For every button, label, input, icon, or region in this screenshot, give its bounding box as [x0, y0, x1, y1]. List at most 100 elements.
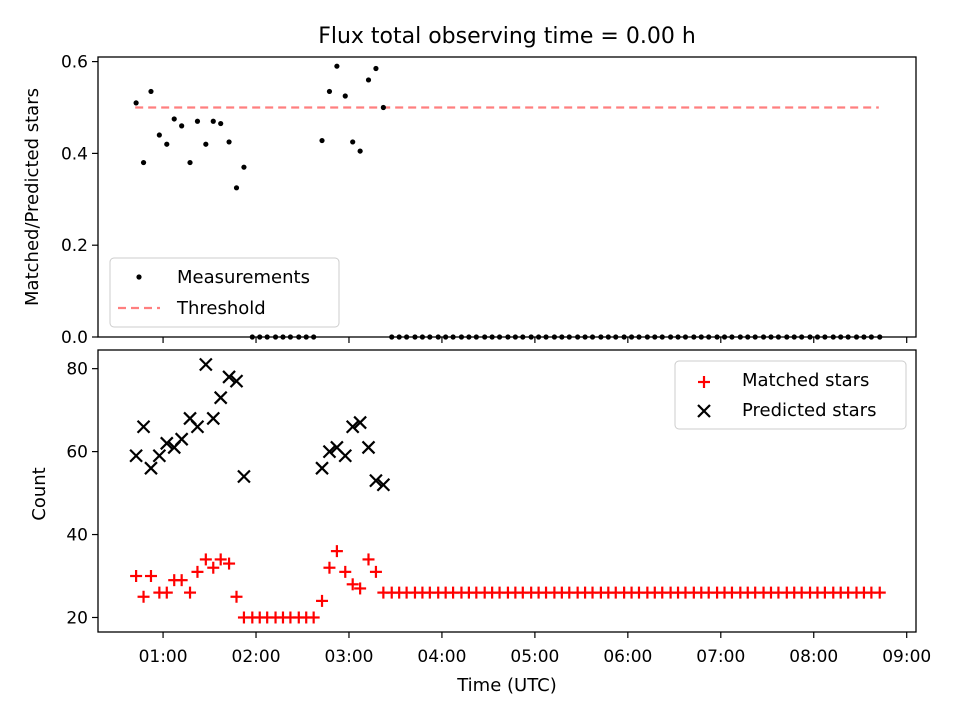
matched-stars-point — [346, 578, 359, 591]
x-tick-label: 05:00 — [510, 647, 559, 667]
matched-stars-point — [130, 570, 143, 583]
predicted-stars-point — [322, 444, 337, 459]
matched-stars-point — [207, 561, 220, 574]
measurement-point — [203, 141, 209, 147]
predicted-stars-point — [174, 432, 189, 446]
y-tick-label: 80 — [66, 360, 88, 380]
x-tick-label: 08:00 — [789, 647, 838, 667]
x-tick-label: 01:00 — [139, 647, 188, 667]
measurement-point — [218, 120, 224, 127]
bottom-legend: Matched stars Predicted stars — [674, 360, 907, 430]
measurement-point — [187, 159, 193, 166]
legend-matched-label: Matched stars — [742, 370, 869, 391]
predicted-stars-point — [345, 419, 360, 434]
matched-stars-point — [230, 590, 243, 603]
predicted-stars-point — [160, 436, 174, 451]
measurement-point — [210, 118, 216, 124]
predicted-stars-point — [315, 461, 329, 475]
measurement-point — [357, 148, 363, 154]
predicted-stars-point — [213, 390, 228, 405]
legend-matched-marker — [698, 376, 710, 388]
legend-threshold-label: Threshold — [176, 298, 266, 319]
matched-stars-point — [307, 611, 320, 624]
predicted-stars-point — [152, 448, 167, 463]
x-axis-label: Time (UTC) — [456, 675, 557, 696]
matched-stars-point — [160, 586, 173, 599]
legend-measurements-marker — [136, 274, 142, 280]
y-tick-label: 20 — [66, 608, 88, 628]
y-tick-label: 0.6 — [61, 53, 88, 73]
bottom-plot-marks — [129, 357, 886, 624]
predicted-stars-point — [144, 461, 158, 475]
y-tick-label: 60 — [66, 443, 88, 463]
predicted-stars-point — [206, 411, 221, 426]
top-legend: Measurements Threshold — [109, 257, 340, 328]
x-tick-label: 03:00 — [324, 647, 373, 667]
matched-stars-point — [191, 565, 204, 578]
matched-stars-point — [369, 565, 382, 578]
measurement-point — [365, 77, 372, 83]
x-tick-label: 04:00 — [417, 647, 466, 667]
predicted-stars-point — [129, 448, 143, 463]
matched-stars-point — [316, 594, 329, 607]
measurement-point — [179, 123, 185, 129]
measurement-point — [133, 100, 139, 106]
top-legend-box — [109, 257, 340, 328]
measurement-point — [226, 139, 232, 145]
measurement-point — [171, 116, 177, 122]
matched-stars-point — [175, 574, 188, 587]
y-tick-label: 0.4 — [61, 144, 88, 164]
matched-stars-point — [144, 570, 157, 583]
measurement-point — [373, 65, 379, 72]
measurement-point — [342, 93, 348, 99]
y-tick-label: 0.0 — [61, 328, 88, 348]
predicted-stars-point — [376, 478, 391, 492]
predicted-stars-point — [190, 419, 205, 434]
predicted-stars-point — [361, 440, 376, 455]
bottom-x-ticks: 01:00 02:00 03:00 04:00 05:00 06:00 07:00 08:00… — [139, 632, 931, 667]
x-tick-label: 07:00 — [696, 647, 745, 667]
matched-stars-point — [873, 586, 886, 599]
matched-stars-point — [339, 565, 352, 578]
x-tick-label: 09:00 — [882, 647, 931, 667]
legend-predicted-label: Predicted stars — [742, 400, 876, 421]
bottom-legend-box — [674, 360, 907, 430]
chart-title: Flux total observing time = 0.00 h — [318, 24, 696, 49]
matched-stars-point — [330, 545, 343, 558]
bottom-y-axis-label: Count — [29, 467, 50, 520]
measurement-point — [233, 185, 240, 191]
predicted-stars-point — [222, 370, 236, 384]
measurement-point — [148, 88, 154, 95]
measurement-point — [326, 88, 333, 95]
legend-predicted-marker — [697, 404, 711, 418]
matched-stars-point — [137, 590, 150, 603]
bottom-y-ticks: 20 40 60 80 — [66, 360, 98, 628]
predicted-stars-point — [229, 374, 244, 388]
measurement-point — [140, 159, 147, 166]
measurement-point — [350, 139, 356, 145]
measurement-point — [319, 137, 325, 144]
predicted-stars-point — [199, 357, 213, 372]
matched-stars-point — [214, 553, 227, 566]
top-y-ticks: 0.0 0.2 0.4 0.6 — [61, 53, 98, 348]
measurement-point — [156, 132, 162, 138]
matched-stars-point — [199, 553, 212, 566]
bottom-plot-frame — [97, 349, 917, 633]
top-y-axis-label: Matched/Predicted stars — [22, 88, 43, 306]
measurement-point — [380, 104, 386, 111]
matched-stars-point — [323, 561, 336, 574]
predicted-stars-point — [237, 469, 251, 484]
matched-stars-point — [184, 586, 197, 599]
predicted-stars-point — [353, 415, 367, 430]
x-tick-label: 02:00 — [232, 647, 281, 667]
predicted-stars-point — [369, 473, 383, 488]
matched-stars-point — [223, 557, 236, 570]
top-plot-marks — [133, 63, 883, 340]
legend-measurements-label: Measurements — [177, 267, 310, 288]
measurement-point — [194, 118, 201, 124]
top-plot: 0.0 0.2 0.4 0.6 Matched/Predicted stars Mea… — [22, 53, 917, 348]
top-plot-frame — [97, 56, 917, 338]
measurement-point — [164, 141, 170, 147]
